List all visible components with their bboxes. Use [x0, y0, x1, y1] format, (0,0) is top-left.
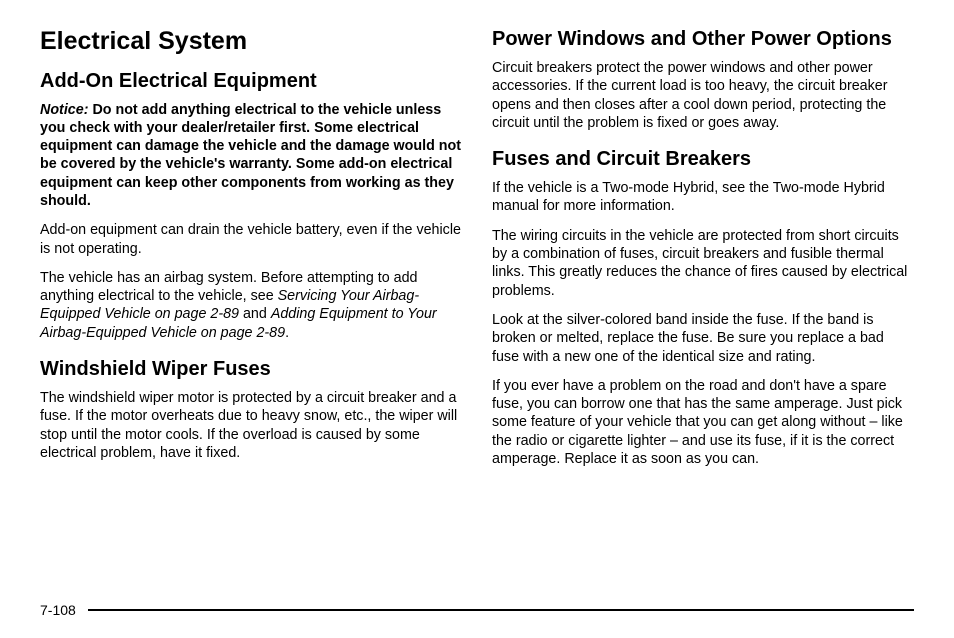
left-column: Electrical System Add-On Electrical Equi… [40, 28, 462, 592]
body-paragraph: Look at the silver-colored band inside t… [492, 311, 914, 366]
body-paragraph: The windshield wiper motor is protected … [40, 389, 462, 462]
right-column: Power Windows and Other Power Options Ci… [492, 28, 914, 592]
subheading-power-windows: Power Windows and Other Power Options [492, 28, 914, 51]
body-paragraph: The wiring circuits in the vehicle are p… [492, 227, 914, 300]
text-run: . [285, 325, 289, 341]
page-number: 7-108 [40, 602, 76, 618]
notice-body: Do not add anything electrical to the ve… [40, 102, 461, 209]
body-paragraph: If the vehicle is a Two-mode Hybrid, see… [492, 179, 914, 216]
manual-page: Electrical System Add-On Electrical Equi… [0, 0, 954, 638]
notice-paragraph: Notice: Do not add anything electrical t… [40, 101, 462, 211]
text-run: and [239, 306, 271, 322]
body-paragraph: Circuit breakers protect the power windo… [492, 59, 914, 132]
footer-rule [88, 609, 914, 611]
body-paragraph: Add-on equipment can drain the vehicle b… [40, 221, 462, 258]
section-heading-electrical-system: Electrical System [40, 28, 462, 56]
body-paragraph: The vehicle has an airbag system. Before… [40, 269, 462, 342]
body-paragraph: If you ever have a problem on the road a… [492, 377, 914, 468]
notice-label: Notice: [40, 102, 88, 118]
two-column-layout: Electrical System Add-On Electrical Equi… [40, 28, 914, 592]
subheading-fuses-circuit-breakers: Fuses and Circuit Breakers [492, 148, 914, 171]
page-footer: 7-108 [40, 596, 914, 618]
subheading-windshield-wiper-fuses: Windshield Wiper Fuses [40, 358, 462, 381]
subheading-add-on-equipment: Add-On Electrical Equipment [40, 70, 462, 93]
